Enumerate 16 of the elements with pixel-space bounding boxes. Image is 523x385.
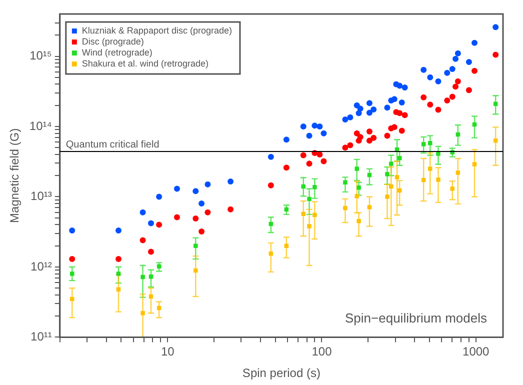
legend-label: Kluzniak & Rappaport disc (prograde) (82, 25, 232, 36)
legend-label: Shakura et al. wind (retrograde) (82, 58, 208, 68)
y-tick-label: 10¹¹ (30, 330, 52, 344)
annotation: Spin−equilibrium models (345, 310, 488, 326)
y-tick-label: 10¹⁴ (29, 118, 52, 133)
x-tick-label: 1000 (462, 344, 490, 359)
y-tick-label: 10¹³ (30, 189, 52, 204)
y-tick-label: 10¹⁵ (30, 48, 52, 63)
legend-label: Wind (retrograde) (82, 47, 152, 58)
x-tick-label: 10 (160, 344, 175, 359)
y-tick-label: 10¹² (30, 259, 52, 274)
y-axis-title: Magnetic field (G) (8, 128, 22, 223)
x-axis-title: Spin period (s) (242, 366, 320, 380)
x-tick-label: 100 (312, 344, 332, 359)
ref-line-label: Quantum critical field (66, 139, 160, 150)
legend-label: Disc (prograde) (82, 36, 144, 46)
